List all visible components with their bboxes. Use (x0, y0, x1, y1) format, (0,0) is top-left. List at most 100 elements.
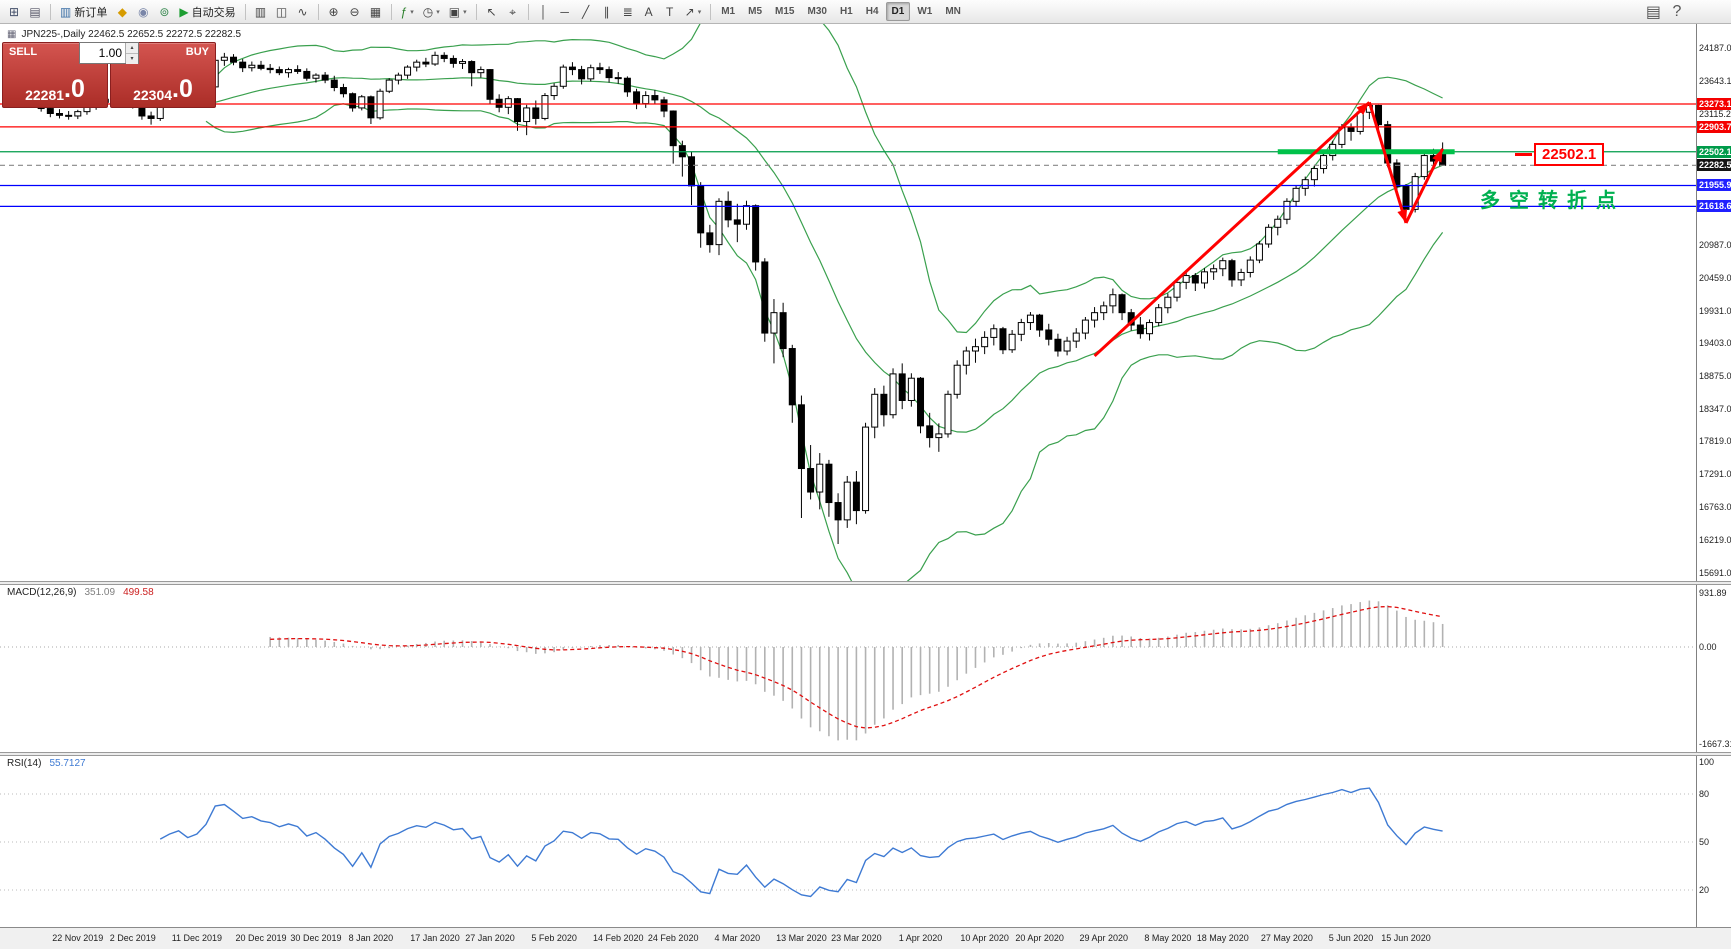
candle-body (1347, 127, 1355, 132)
rsi-pane-separator[interactable] (0, 752, 1731, 756)
rsi-pane (0, 787, 1696, 898)
chart-line-button[interactable]: ∿ (293, 2, 313, 22)
rsi-title: RSI(14) (7, 758, 42, 769)
volume-up-button[interactable]: ▴ (126, 43, 138, 54)
timeframe-h4-button[interactable]: H4 (865, 6, 879, 17)
candle-body (1036, 314, 1044, 331)
price-axis-label: 19931.0 (1699, 305, 1731, 316)
trendline-button[interactable]: ╱ (576, 2, 596, 22)
macd-pane-separator[interactable] (0, 581, 1731, 585)
date-axis-label: 24 Feb 2020 (647, 933, 699, 943)
sell-button[interactable]: SELL 22281.0 (2, 42, 108, 108)
candle-body (1255, 243, 1263, 261)
crosshair-button[interactable]: ⌖ (503, 2, 523, 22)
zoom-out-button[interactable]: ⊖ (345, 2, 365, 22)
fibonacci-button[interactable]: ≣ (618, 2, 638, 22)
candle-body (385, 79, 393, 92)
candle-body (1008, 333, 1016, 351)
horizontal-line-icon: ─ (560, 4, 569, 19)
navigator-button[interactable]: ◉ (133, 2, 153, 22)
candle-body (532, 107, 540, 119)
macd-axis-label: 931.89 (1699, 588, 1727, 598)
chart-bars-icon: ▥ (254, 4, 267, 19)
trend-arrow-line[interactable] (1404, 148, 1444, 224)
candle-body (614, 77, 622, 80)
candle-body (239, 61, 247, 69)
candle-body (825, 463, 833, 504)
chart-bars-button[interactable]: ▥ (251, 2, 271, 22)
toolbar-separator (244, 3, 246, 20)
timeframe-m1-button[interactable]: M1 (721, 6, 736, 17)
cursor-icon: ↖ (486, 4, 497, 19)
timeframe-m5-button[interactable]: M5 (748, 6, 763, 17)
date-axis-label: 17 Jan 2020 (410, 933, 460, 943)
new-order-button[interactable]: ▥ 新订单 (56, 2, 111, 22)
profiles-button[interactable]: ▤ (25, 2, 45, 22)
trend-arrow-line[interactable] (1367, 101, 1408, 224)
candle-body (303, 70, 311, 79)
candle-body (862, 426, 870, 512)
horizontal-line-button[interactable]: ─ (555, 2, 575, 22)
shapes-icon: ↗ (684, 4, 695, 19)
vertical-line-icon: │ (539, 4, 548, 19)
terminal-button[interactable]: ⊚ (154, 2, 174, 22)
channel-button[interactable]: ∥ (597, 2, 617, 22)
candle-body (477, 69, 485, 74)
candle-body (907, 377, 915, 401)
text-label-button[interactable]: T (660, 2, 680, 22)
autotrade-button[interactable]: ▶ 自动交易 (175, 2, 239, 22)
date-axis-label: 30 Dec 2019 (290, 933, 342, 943)
volume-down-button[interactable]: ▾ (126, 54, 138, 64)
candle-body (1246, 259, 1254, 273)
date-axis-label: 22 Nov 2019 (52, 933, 104, 943)
candle-body (1081, 319, 1089, 334)
price-axis[interactable]: 23273.1 22903.7 22502.1 22282.5 21955.9 21618… (1696, 24, 1731, 927)
candle-body (1017, 322, 1025, 335)
candle-body (349, 93, 357, 109)
timeframe-mn-button[interactable]: MN (945, 6, 961, 17)
date-axis-label: 11 Dec 2019 (171, 933, 223, 943)
date-axis-label: 27 May 2020 (1260, 933, 1313, 943)
candle-body (1118, 294, 1126, 314)
shapes-button[interactable]: ↗ ▾ (681, 2, 706, 22)
new-chart-button[interactable]: ⊞ (4, 2, 24, 22)
time-axis[interactable]: 22 Nov 2019 2 Dec 2019 11 Dec 2019 20 Dec 2… (0, 927, 1731, 949)
vertical-line-button[interactable]: │ (534, 2, 554, 22)
volume-input[interactable] (80, 43, 125, 63)
text-icon: A (644, 4, 653, 19)
candle-body (724, 200, 732, 221)
timeframe-m30-button[interactable]: M30 (807, 6, 827, 17)
periods-button[interactable]: ◷ ▾ (419, 2, 444, 22)
timeframe-m15-button[interactable]: M15 (775, 6, 795, 17)
candle-body (1063, 340, 1071, 352)
indicators-button[interactable]: ƒ ▾ (397, 2, 418, 22)
chart-candles-button[interactable]: ◫ (272, 2, 292, 22)
help-button[interactable]: ? (1672, 2, 1682, 20)
trend-arrow-line[interactable] (1093, 101, 1371, 358)
tile-windows-button[interactable]: ▦ (366, 2, 386, 22)
cursor-button[interactable]: ↖ (482, 2, 502, 22)
trend-arrowhead (1356, 102, 1370, 115)
new-order-icon: ▥ (60, 4, 72, 19)
docking-button[interactable]: ▤ (1645, 3, 1661, 21)
zoom-in-button[interactable]: ⊕ (324, 2, 344, 22)
candle-body (788, 348, 796, 406)
templates-caret-icon: ▾ (463, 8, 467, 16)
chart-line-icon: ∿ (297, 4, 308, 19)
text-button[interactable]: A (639, 2, 659, 22)
macd-pane (0, 600, 1696, 741)
candle-body (1228, 260, 1236, 281)
timeframe-w1-button[interactable]: W1 (917, 6, 933, 17)
timeframe-h1-button[interactable]: H1 (839, 6, 853, 17)
candle-body (312, 74, 320, 79)
candle-body (1219, 260, 1227, 270)
date-axis-label: 23 Mar 2020 (831, 933, 882, 943)
market-watch-button[interactable]: ◆ (112, 2, 132, 22)
macd-title: MACD(12,26,9) (7, 587, 77, 598)
price-axis-label: 23643.1 (1699, 76, 1731, 87)
templates-button[interactable]: ▣ ▾ (445, 2, 471, 22)
rsi-indicator-label: RSI(14) 55.7127 (7, 758, 86, 769)
toolbar-separator (390, 3, 392, 20)
timeframe-d1-button[interactable]: D1 (885, 2, 911, 21)
